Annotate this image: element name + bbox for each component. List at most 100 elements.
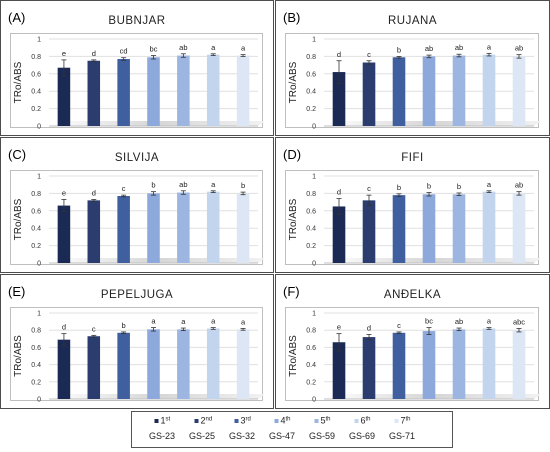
significance-letter: d bbox=[367, 324, 371, 333]
significance-letter: e bbox=[62, 49, 66, 58]
plot-area-frame bbox=[10, 307, 263, 401]
significance-letter: a bbox=[241, 317, 246, 326]
significance-letter: cd bbox=[120, 47, 128, 56]
y-tick-label: 0 bbox=[37, 397, 41, 404]
significance-letter: b bbox=[241, 181, 245, 190]
panel-label: (E) bbox=[8, 284, 25, 299]
y-tick-label: 0 bbox=[312, 261, 316, 268]
plot-area-frame bbox=[10, 33, 263, 128]
y-tick-label: 0.6 bbox=[306, 345, 316, 352]
y-tick-label: 0 bbox=[37, 261, 41, 268]
y-tick-label: 0.2 bbox=[306, 243, 316, 250]
plot-area-frame bbox=[285, 307, 539, 401]
significance-letter: ab bbox=[515, 44, 523, 53]
y-tick-label: 0.8 bbox=[306, 191, 316, 198]
bar bbox=[177, 55, 190, 126]
y-tick-label: 0.4 bbox=[306, 89, 316, 96]
legend-stage-label: GS-47 bbox=[269, 431, 295, 441]
significance-letter: b bbox=[457, 182, 461, 191]
panel-label: (D) bbox=[283, 147, 301, 162]
legend-item: 1st GS-23 bbox=[149, 416, 175, 442]
significance-letter: a bbox=[211, 180, 216, 189]
significance-letter: b bbox=[122, 321, 126, 330]
bar bbox=[332, 342, 346, 399]
chart-panel: (B) RUJANA TRo/ABS 0 0.2 0.4 0.6 0.8 1 d c b ab ab a ab bbox=[275, 0, 550, 136]
significance-letter: a bbox=[211, 43, 216, 52]
legend-stage-label: GS-32 bbox=[229, 431, 255, 441]
legend-swatch bbox=[154, 419, 159, 423]
panel-border bbox=[0, 0, 274, 136]
legend-item: 3rd GS-32 bbox=[229, 416, 255, 442]
legend-order-suffix: st bbox=[166, 417, 171, 423]
legend-stage-label: GS-23 bbox=[149, 431, 175, 441]
significance-letter: bc bbox=[150, 45, 158, 54]
bar bbox=[117, 196, 130, 263]
y-tick-label: 0.8 bbox=[306, 54, 316, 61]
y-tick-label: 0.2 bbox=[306, 106, 316, 113]
bar bbox=[236, 55, 250, 126]
legend-order-suffix: th bbox=[366, 417, 371, 423]
legend-stage-label: GS-25 bbox=[189, 431, 215, 441]
y-tick-label: 0.8 bbox=[31, 328, 41, 335]
y-tick-label: 0.2 bbox=[31, 243, 41, 250]
legend-order-label: 7th bbox=[401, 416, 411, 426]
legend-item: 6th GS-69 bbox=[349, 416, 375, 442]
bar bbox=[87, 200, 101, 263]
significance-letter: d bbox=[92, 49, 96, 58]
bar bbox=[236, 193, 250, 263]
y-tick-label: 0.8 bbox=[31, 191, 41, 198]
legend-item: 7th GS-71 bbox=[389, 416, 415, 442]
significance-letter: d bbox=[62, 323, 66, 332]
y-tick-label: 0.8 bbox=[31, 54, 41, 61]
chart-title: PEPELJUGA bbox=[101, 289, 173, 301]
y-tick-label: 0.2 bbox=[306, 379, 316, 386]
significance-letter: b bbox=[151, 181, 155, 190]
bar bbox=[482, 54, 496, 126]
bar bbox=[452, 329, 466, 399]
legend-order-suffix: th bbox=[286, 417, 291, 423]
bar bbox=[512, 193, 526, 263]
bar bbox=[332, 206, 346, 263]
significance-letter: a bbox=[487, 42, 492, 51]
chart-title: ANĐELKA bbox=[384, 289, 441, 301]
legend-stage-label: GS-69 bbox=[349, 431, 375, 441]
bar bbox=[206, 328, 220, 399]
significance-letter: ab bbox=[455, 43, 463, 52]
y-tick-label: 0 bbox=[312, 124, 316, 131]
chart-title: RUJANA bbox=[388, 15, 437, 27]
bar bbox=[422, 331, 436, 399]
y-tick-label: 1 bbox=[312, 311, 316, 318]
legend-order-suffix: nd bbox=[206, 417, 213, 423]
bar bbox=[147, 193, 160, 263]
y-tick-label: 0.6 bbox=[31, 208, 41, 215]
significance-letter: c bbox=[397, 321, 401, 330]
legend-item: 2nd GS-25 bbox=[189, 416, 215, 442]
significance-letter: a bbox=[487, 180, 492, 189]
bar bbox=[177, 329, 190, 399]
panel-border bbox=[275, 274, 550, 409]
legend-order-label: 4th bbox=[281, 416, 291, 426]
panel-label: (A) bbox=[8, 10, 25, 25]
significance-letter: d bbox=[337, 188, 341, 197]
y-axis-label: TRo/ABS bbox=[13, 335, 24, 377]
significance-letter: a bbox=[181, 317, 186, 326]
panel-label: (F) bbox=[283, 284, 300, 299]
y-tick-label: 1 bbox=[312, 174, 316, 181]
bar bbox=[392, 332, 406, 399]
bar bbox=[362, 337, 376, 399]
bar bbox=[117, 59, 130, 127]
significance-letter: c bbox=[367, 184, 371, 193]
bar bbox=[392, 195, 406, 263]
significance-letter: c bbox=[92, 324, 96, 333]
bar bbox=[422, 194, 436, 263]
significance-letter: bc bbox=[425, 317, 433, 326]
bar bbox=[512, 330, 526, 399]
bar bbox=[117, 332, 130, 399]
bar bbox=[452, 55, 466, 126]
significance-letter: abc bbox=[513, 317, 525, 326]
significance-letter: a bbox=[211, 317, 216, 326]
legend-swatch bbox=[274, 419, 279, 423]
bar bbox=[57, 339, 71, 399]
panel-label: (C) bbox=[8, 147, 26, 162]
